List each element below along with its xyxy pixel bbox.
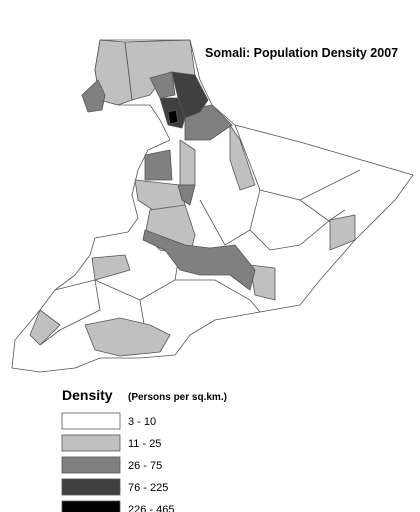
- region: [329, 214, 356, 251]
- legend-label: 26 - 75: [128, 460, 162, 472]
- legend-subtitle: (Persons per sq.km.): [128, 392, 227, 403]
- region: [81, 79, 106, 113]
- legend-label: 76 - 225: [128, 482, 168, 494]
- legend-swatch: [61, 434, 121, 452]
- region: [91, 254, 131, 281]
- region: [167, 109, 179, 125]
- legend-swatch: [61, 478, 121, 496]
- map-title: Somali: Population Density 2007: [205, 46, 398, 60]
- boundary: [39, 124, 361, 346]
- region: [142, 229, 256, 291]
- legend-label: 226 - 465: [128, 504, 174, 512]
- legend-label: 11 - 25: [128, 438, 161, 450]
- legend-swatch: [61, 456, 121, 474]
- region: [144, 149, 173, 181]
- region: [11, 39, 414, 373]
- legend: 3 - 10 11 - 25 26 - 75 76 - 225 226 - 465: [61, 412, 174, 512]
- legend-title: Density: [62, 387, 113, 403]
- legend-swatch: [61, 412, 121, 430]
- region: [184, 104, 233, 141]
- region: [84, 317, 171, 357]
- region: [229, 124, 256, 191]
- region: [29, 309, 61, 346]
- region: [177, 184, 196, 206]
- legend-label: 3 - 10: [128, 416, 156, 428]
- legend-swatch: [61, 500, 121, 512]
- region: [249, 264, 276, 301]
- region: [149, 71, 176, 99]
- map: [11, 39, 414, 373]
